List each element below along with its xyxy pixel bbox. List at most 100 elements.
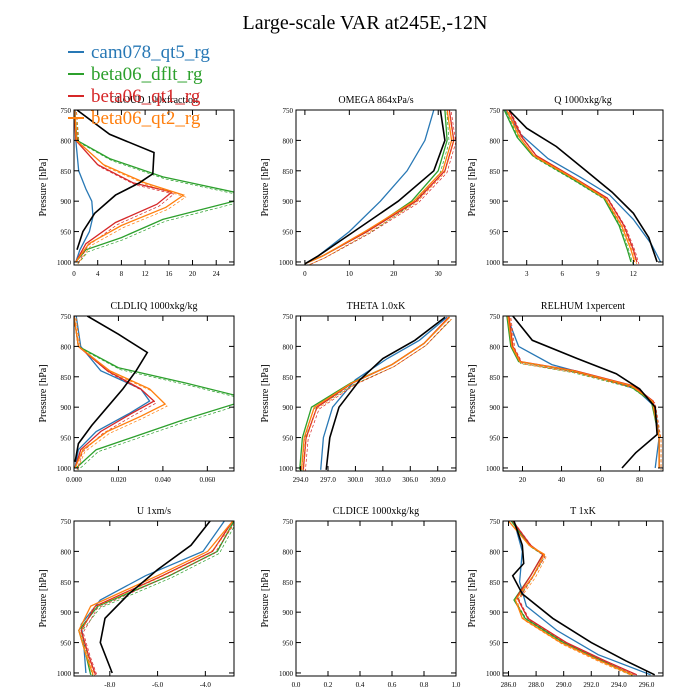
y-tick-label: 950 (61, 640, 72, 648)
y-axis-label: Pressure [hPa] (260, 569, 271, 627)
x-tick-label: 292.0 (583, 681, 599, 689)
legend-label: cam078_qt5_rg (91, 42, 210, 63)
y-tick-label: 950 (490, 640, 501, 648)
series-group (304, 110, 456, 265)
series-line-companion (82, 523, 234, 676)
x-tick-label: 12 (142, 270, 150, 278)
y-tick-label: 850 (490, 374, 501, 382)
series-line (300, 316, 451, 470)
y-tick-label: 800 (490, 548, 501, 556)
plot-frame (73, 109, 235, 266)
y-tick-label: 900 (490, 404, 501, 412)
y-tick-label: 800 (490, 137, 501, 145)
y-tick-label: 750 (283, 518, 294, 526)
y-tick-label: 750 (490, 518, 501, 526)
x-tick-label: 6 (561, 270, 565, 278)
panel-7: U 1xm/s Pressure [hPa] -8.0 -6.0 -4.0 750 800 8… (38, 506, 235, 689)
y-tick-label: 900 (61, 198, 72, 206)
series-line-companion (509, 317, 662, 470)
series-line-companion (307, 111, 456, 265)
series-line (506, 316, 660, 468)
x-tick-label: 0.2 (324, 681, 333, 689)
x-tick-label: 1.0 (452, 681, 461, 689)
series-line (504, 110, 662, 263)
series-line-companion (508, 111, 637, 265)
series-line-companion (75, 317, 234, 471)
series-group (299, 316, 452, 471)
panel-title: CLDICE 1000xkg/kg (333, 506, 419, 517)
x-tick-label: 40 (558, 476, 566, 484)
x-tick-label: 60 (597, 476, 605, 484)
series-line (74, 110, 94, 263)
panel-9: T 1xK Pressure [hPa] 286.0 288.0 290.0 292.0 2… (467, 506, 664, 689)
panel-title: U 1xm/s (137, 506, 171, 517)
series-line-companion (505, 111, 634, 265)
series-line-companion (75, 317, 168, 471)
panel-6: RELHUM 1xpercent Pressure [hPa] 20 40 60 80 75… (467, 301, 664, 484)
figure-title: Large-scale VAR at245E,-12N (243, 12, 488, 34)
y-tick-label: 950 (490, 435, 501, 443)
x-tick-label: 0 (303, 270, 307, 278)
series-line (304, 110, 448, 265)
x-tick-label: 0.0 (292, 681, 301, 689)
x-tick-label: 4 (96, 270, 100, 278)
y-tick-label: 950 (283, 435, 294, 443)
panel-title: THETA 1.0xK (347, 301, 406, 312)
series-line (74, 316, 149, 463)
x-tick-label: 9 (596, 270, 600, 278)
x-tick-label: 20 (519, 476, 527, 484)
x-tick-label: 3 (525, 270, 529, 278)
y-axis-label: Pressure [hPa] (467, 569, 478, 627)
x-tick-label: -4.0 (200, 681, 212, 689)
y-tick-label: 800 (61, 137, 72, 145)
series-line-companion (514, 522, 638, 676)
y-tick-label: 850 (61, 579, 72, 587)
x-tick-label: -8.0 (104, 681, 116, 689)
panel-title: Q 1000xkg/kg (554, 95, 612, 106)
x-tick-label: 296.0 (639, 681, 655, 689)
series-line (512, 521, 638, 676)
y-axis-label: Pressure [hPa] (38, 158, 49, 216)
y-tick-label: 1000 (57, 259, 72, 267)
y-tick-label: 950 (283, 229, 294, 237)
y-tick-label: 950 (61, 229, 72, 237)
y-tick-label: 1000 (486, 465, 501, 473)
x-tick-label: 306.0 (402, 476, 418, 484)
series-group (503, 110, 662, 265)
series-line (325, 316, 446, 470)
y-tick-label: 750 (61, 518, 72, 526)
series-line (503, 110, 632, 263)
series-line (512, 316, 658, 469)
x-tick-label: 12 (630, 270, 638, 278)
y-tick-label: 800 (283, 548, 294, 556)
y-tick-label: 800 (61, 343, 72, 351)
plot-frame (295, 109, 457, 266)
series-line (508, 110, 658, 263)
x-tick-label: 294.0 (293, 476, 309, 484)
panel-1: CLOUD 100xfraction Pressure [hPa] 0 4 8 12 16 2… (38, 95, 235, 278)
y-tick-label: 750 (490, 107, 501, 115)
series-line-companion (510, 522, 634, 676)
series-group (78, 521, 234, 676)
series-line (506, 316, 660, 469)
series-line (508, 110, 638, 263)
x-tick-label: 0 (72, 270, 76, 278)
series-line-companion (510, 111, 640, 265)
x-tick-label: 294.0 (611, 681, 627, 689)
y-tick-label: 750 (283, 107, 294, 115)
series-group (74, 110, 234, 265)
x-tick-label: 309.0 (430, 476, 446, 484)
x-tick-label: 24 (213, 270, 221, 278)
panel-4: CLDLIQ 1000xkg/kg Pressure [hPa] 0.000 0.02… (38, 301, 235, 484)
y-axis-label: Pressure [hPa] (260, 158, 271, 216)
y-tick-label: 850 (61, 168, 72, 176)
panel-title: CLDLIQ 1000xkg/kg (111, 301, 198, 312)
y-tick-label: 1000 (486, 670, 501, 678)
plot-frame (73, 520, 235, 677)
x-tick-label: 20 (189, 270, 197, 278)
series-group (506, 316, 662, 470)
legend-label: beta06_dflt_rg (91, 64, 203, 85)
series-line (74, 110, 234, 263)
plot-frame (295, 315, 457, 472)
y-tick-label: 950 (490, 229, 501, 237)
